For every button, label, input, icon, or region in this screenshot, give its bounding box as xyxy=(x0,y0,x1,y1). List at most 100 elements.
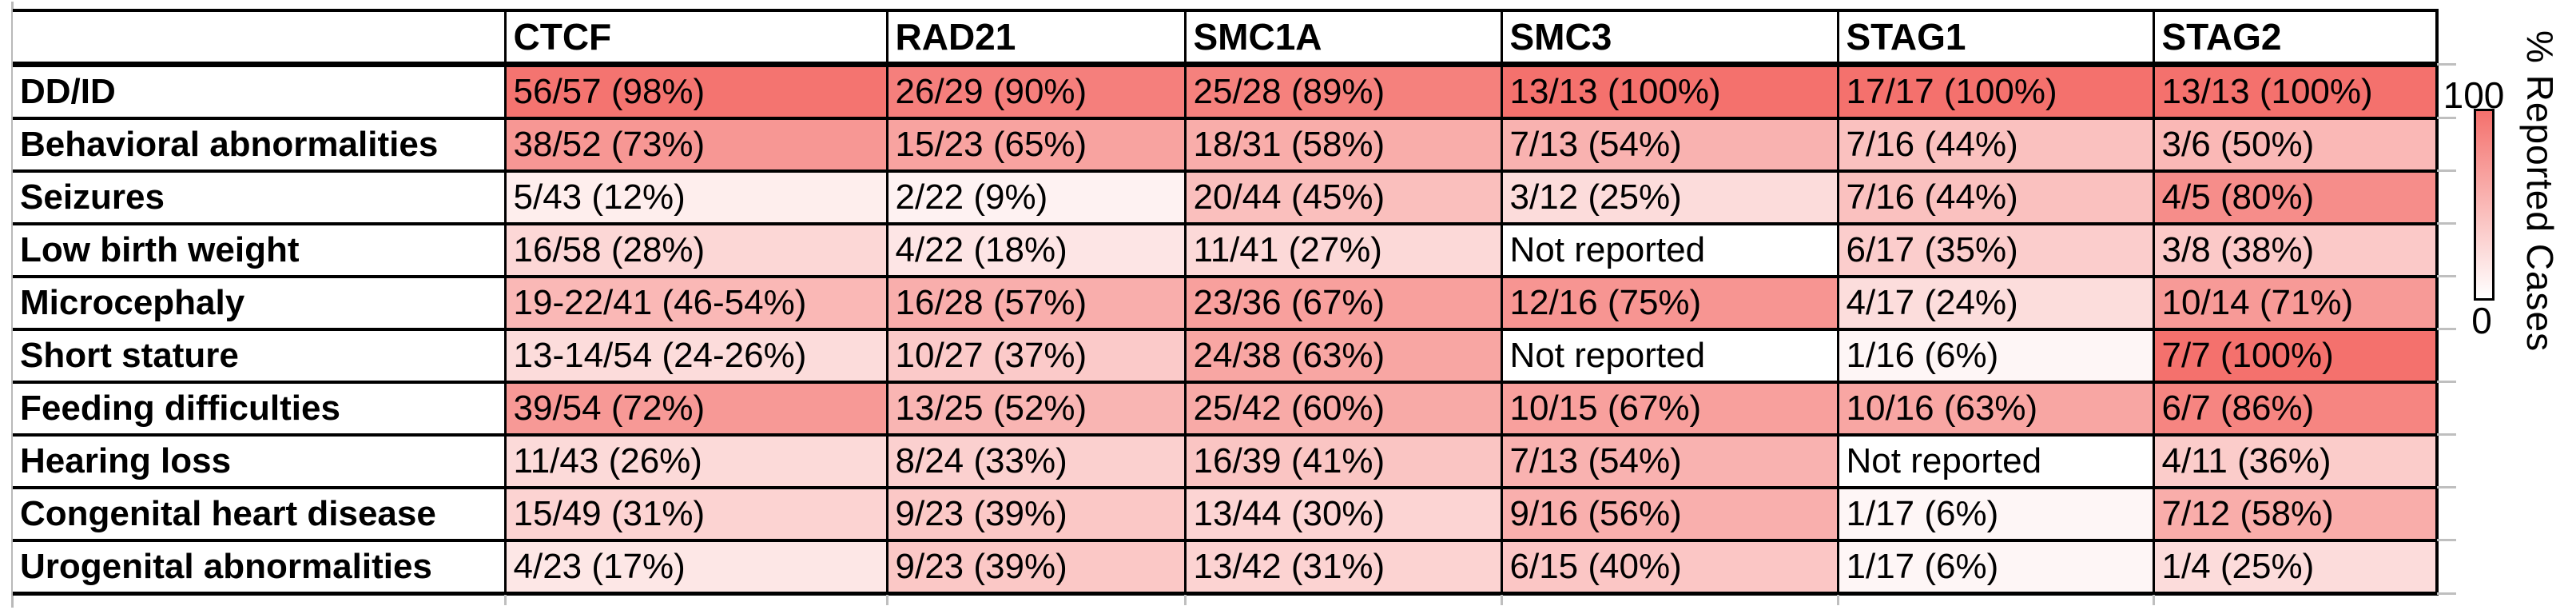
heatmap-cell: 7/7 (100%) xyxy=(2153,329,2439,384)
column-header-stag1: STAG1 xyxy=(1838,10,2155,67)
gridline-tick xyxy=(2437,117,2456,119)
gridline-tick xyxy=(2153,595,2155,605)
heatmap-cell: 7/16 (44%) xyxy=(1838,171,2155,225)
heatmap-cell: 13/25 (52%) xyxy=(887,382,1187,437)
column-header-smc3: SMC3 xyxy=(1501,10,1839,67)
gridline-tick xyxy=(1837,595,1839,605)
heatmap-cell: 23/36 (67%) xyxy=(1185,277,1503,331)
heatmap-cell: 16/28 (57%) xyxy=(887,277,1187,331)
heatmap-cell: 1/4 (25%) xyxy=(2153,540,2439,596)
heatmap-cell: 4/5 (80%) xyxy=(2153,171,2439,225)
heatmap-cell: 18/31 (58%) xyxy=(1185,118,1503,173)
heatmap-cell: 5/43 (12%) xyxy=(505,171,888,225)
table-row: Seizures 5/43 (12%) 2/22 (9%) 20/44 (45%) 3/… xyxy=(13,171,2439,225)
heatmap-cell: 17/17 (100%) xyxy=(1838,64,2155,120)
heatmap-cell: 20/44 (45%) xyxy=(1185,171,1503,225)
heatmap-cell: 7/16 (44%) xyxy=(1838,118,2155,173)
row-label: Short stature xyxy=(13,329,507,384)
gridline-tick xyxy=(1184,595,1187,605)
heatmap-cell: 16/58 (28%) xyxy=(505,224,888,278)
gridline-tick xyxy=(2437,433,2456,436)
table-row: Behavioral abnormalities 38/52 (73%) 15/23… xyxy=(13,118,2439,173)
heatmap-cell: 25/28 (89%) xyxy=(1185,64,1503,120)
heatmap-cell: 13/44 (30%) xyxy=(1185,488,1503,542)
heatmap-cell: 10/14 (71%) xyxy=(2153,277,2439,331)
heatmap-cell: 6/17 (35%) xyxy=(1838,224,2155,278)
gridline-tick xyxy=(2437,381,2456,383)
heatmap-cell: 13/13 (100%) xyxy=(1501,64,1839,120)
heatmap-cell: 1/17 (6%) xyxy=(1838,488,2155,542)
heatmap-cell: 24/38 (63%) xyxy=(1185,329,1503,384)
row-label: Microcephaly xyxy=(13,277,507,331)
heatmap-cell: 9/23 (39%) xyxy=(887,540,1187,596)
heatmap-cell: 4/11 (36%) xyxy=(2153,435,2439,489)
heatmap-cell: 6/7 (86%) xyxy=(2153,382,2439,437)
heatmap-cell: 13/13 (100%) xyxy=(2153,64,2439,120)
heatmap-cell: 8/24 (33%) xyxy=(887,435,1187,489)
heatmap-cell: Not reported xyxy=(1501,329,1839,384)
heatmap-cell: 7/13 (54%) xyxy=(1501,435,1839,489)
left-gridline xyxy=(11,2,14,608)
heatmap-cell: 1/17 (6%) xyxy=(1838,540,2155,596)
heatmap-cell: 11/43 (26%) xyxy=(505,435,888,489)
heatmap-cell: 15/49 (31%) xyxy=(505,488,888,542)
gridline-tick xyxy=(2437,275,2456,277)
heatmap-cell: 26/29 (90%) xyxy=(887,64,1187,120)
heatmap-cell: 9/16 (56%) xyxy=(1501,488,1839,542)
colorbar-title: % Reported Cases xyxy=(2519,30,2561,353)
row-label: Feeding difficulties xyxy=(13,382,507,437)
heatmap-cell: 15/23 (65%) xyxy=(887,118,1187,173)
heatmap-cell: 4/22 (18%) xyxy=(887,224,1187,278)
heatmap-cell: 7/13 (54%) xyxy=(1501,118,1839,173)
heatmap-cell: Not reported xyxy=(1838,435,2155,489)
heatmap-cell: Not reported xyxy=(1501,224,1839,278)
gridline-tick xyxy=(886,595,888,605)
heatmap-cell: 38/52 (73%) xyxy=(505,118,888,173)
gridline-tick xyxy=(2437,486,2456,488)
heatmap-cell: 12/16 (75%) xyxy=(1501,277,1839,331)
corner-cell xyxy=(13,10,507,67)
column-header-ctcf: CTCF xyxy=(505,10,888,67)
heatmap-cell: 10/16 (63%) xyxy=(1838,382,2155,437)
column-header-stag2: STAG2 xyxy=(2153,10,2439,67)
table-row: Hearing loss 11/43 (26%) 8/24 (33%) 16/39 (… xyxy=(13,435,2439,489)
heatmap-cell: 9/23 (39%) xyxy=(887,488,1187,542)
gridline-tick xyxy=(2437,62,2456,66)
heatmap-cell: 13-14/54 (24-26%) xyxy=(505,329,888,384)
phenotype-gene-heatmap-table: CTCF RAD21 SMC1A SMC3 STAG1 STAG2 DD/ID 56/57 … xyxy=(13,9,2439,596)
heatmap-cell: 56/57 (98%) xyxy=(505,64,888,120)
heatmap-cell: 3/6 (50%) xyxy=(2153,118,2439,173)
heatmap-cell: 10/27 (37%) xyxy=(887,329,1187,384)
gridline-tick xyxy=(504,595,507,605)
row-label: Behavioral abnormalities xyxy=(13,118,507,173)
header-row: CTCF RAD21 SMC1A SMC3 STAG1 STAG2 xyxy=(13,10,2439,67)
row-label: DD/ID xyxy=(13,64,507,120)
row-label: Hearing loss xyxy=(13,435,507,489)
column-header-rad21: RAD21 xyxy=(887,10,1187,67)
gridline-tick xyxy=(1501,595,1503,605)
heatmap-cell: 3/8 (38%) xyxy=(2153,224,2439,278)
heatmap-cell: 2/22 (9%) xyxy=(887,171,1187,225)
heatmap-cell: 16/39 (41%) xyxy=(1185,435,1503,489)
row-label: Seizures xyxy=(13,171,507,225)
colorbar-gradient xyxy=(2474,109,2495,301)
heatmap-cell: 1/16 (6%) xyxy=(1838,329,2155,384)
row-label: Congenital heart disease xyxy=(13,488,507,542)
heatmap-cell: 4/23 (17%) xyxy=(505,540,888,596)
colorbar-min-label: 0 xyxy=(2471,300,2492,341)
table-row: Microcephaly 19-22/41 (46-54%) 16/28 (57%)… xyxy=(13,277,2439,331)
table-row: Low birth weight 16/58 (28%) 4/22 (18%) 11/… xyxy=(13,224,2439,278)
gridline-tick xyxy=(2437,222,2456,225)
gridline-tick xyxy=(2437,169,2456,172)
heatmap-cell: 25/42 (60%) xyxy=(1185,382,1503,437)
table-row: DD/ID 56/57 (98%) 26/29 (90%) 25/28 (89%) 13… xyxy=(13,64,2439,120)
gridline-tick xyxy=(2437,592,2456,595)
row-label: Urogenital abnormalities xyxy=(13,540,507,596)
gridline-tick xyxy=(2437,539,2456,541)
heatmap-cell: 7/12 (58%) xyxy=(2153,488,2439,542)
heatmap-cell: 6/15 (40%) xyxy=(1501,540,1839,596)
heatmap-cell: 10/15 (67%) xyxy=(1501,382,1839,437)
table-row: Urogenital abnormalities 4/23 (17%) 9/23 (… xyxy=(13,540,2439,596)
table-row: Congenital heart disease 15/49 (31%) 9/23 … xyxy=(13,488,2439,542)
